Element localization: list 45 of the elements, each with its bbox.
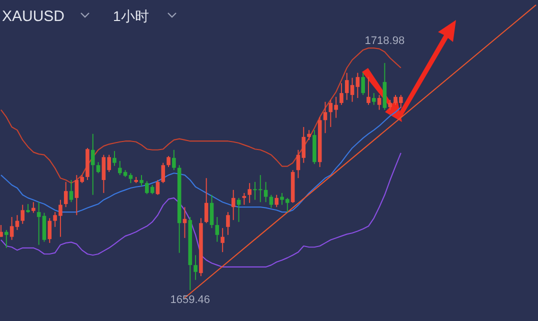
candlestick bbox=[215, 216, 220, 242]
candlestick bbox=[156, 180, 160, 196]
candlestick bbox=[372, 92, 376, 106]
candlestick bbox=[10, 216, 14, 240]
candlestick bbox=[128, 172, 133, 184]
candlestick bbox=[36, 202, 41, 246]
candlestick bbox=[32, 202, 36, 214]
candlestick bbox=[210, 194, 214, 229]
candlestick bbox=[161, 162, 166, 184]
candlestick bbox=[323, 101, 328, 134]
candlestick bbox=[20, 204, 25, 224]
candlestick bbox=[269, 194, 274, 208]
candlestick bbox=[204, 178, 208, 224]
candlestick bbox=[340, 82, 344, 106]
candlestick bbox=[226, 212, 230, 236]
candlestick bbox=[172, 149, 176, 171]
candlestick bbox=[69, 180, 74, 203]
candlestick bbox=[112, 150, 116, 166]
candlestick bbox=[248, 182, 252, 204]
candlestick bbox=[96, 162, 100, 174]
candlestick bbox=[377, 94, 382, 110]
candlestick bbox=[361, 72, 365, 96]
candlestick bbox=[140, 174, 144, 187]
candlestick bbox=[264, 181, 268, 203]
candlestick bbox=[274, 194, 279, 208]
candlestick bbox=[166, 155, 170, 168]
candlestick bbox=[388, 99, 392, 110]
candlestick bbox=[231, 189, 236, 221]
candlestick bbox=[48, 218, 52, 244]
candlestick bbox=[356, 72, 360, 99]
candlestick bbox=[0, 224, 3, 238]
candlestick bbox=[64, 181, 68, 208]
candlestick bbox=[236, 197, 241, 222]
text: 1718.98 bbox=[364, 35, 405, 47]
candlestick bbox=[220, 228, 224, 253]
candlestick bbox=[194, 254, 198, 280]
chart-subtitle: 1小时 bbox=[113, 8, 149, 24]
candlestick bbox=[90, 133, 95, 196]
candlestick bbox=[366, 76, 370, 106]
chart-title: XAUUSD bbox=[2, 8, 65, 25]
text: 1659.46 bbox=[170, 294, 210, 306]
candlestick bbox=[4, 229, 8, 248]
candlestick bbox=[307, 130, 311, 140]
candlestick bbox=[242, 192, 246, 206]
candlestick bbox=[15, 214, 20, 230]
